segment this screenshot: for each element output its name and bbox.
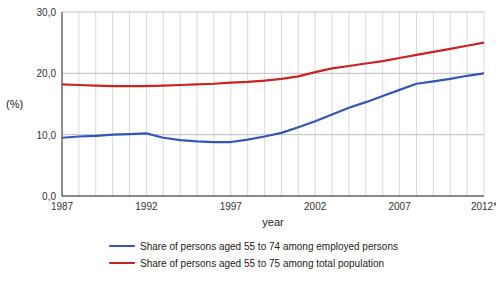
grid-line-x [146, 12, 147, 196]
x-tick-label: 2012* [471, 201, 496, 212]
grid-line-x [399, 12, 400, 196]
y-axis-label: (%) [6, 98, 23, 110]
x-tick-label: 1987 [51, 201, 74, 212]
grid-line-x [264, 12, 265, 196]
grid-line-x [484, 12, 485, 196]
grid-line-x [180, 12, 181, 196]
grid-line-x [332, 12, 333, 196]
grid-line-x [62, 12, 63, 196]
grid [62, 12, 484, 196]
grid-line-y [62, 12, 484, 13]
chart: 0,010,020,030,0198719921997200220072012*… [0, 0, 496, 301]
y-tick-label: 20,0 [37, 68, 57, 79]
grid-line-x [129, 12, 130, 196]
grid-line-x [416, 12, 417, 196]
grid-line-x [213, 12, 214, 196]
x-tick-label: 2007 [388, 201, 411, 212]
grid-line-x [382, 12, 383, 196]
grid-line-y [62, 196, 484, 197]
series-line [62, 73, 484, 142]
grid-line-x [365, 12, 366, 196]
x-tick-label: 1997 [220, 201, 243, 212]
lines [62, 43, 484, 142]
legend-swatch [110, 262, 134, 264]
grid-line-x [315, 12, 316, 196]
grid-line-x [112, 12, 113, 196]
x-axis-line [62, 196, 484, 197]
x-tick-label: 2002 [304, 201, 327, 212]
grid-line-x [298, 12, 299, 196]
grid-line-x [348, 12, 349, 196]
legend-label: Share of persons aged 55 to 75 among tot… [140, 258, 384, 269]
x-tick-label: 1992 [135, 201, 158, 212]
grid-line-x [433, 12, 434, 196]
series-line [62, 43, 484, 87]
legend-swatch [110, 245, 134, 247]
grid-line-x [247, 12, 248, 196]
y-tick-label: 10,0 [37, 130, 57, 141]
grid-line-x [281, 12, 282, 196]
y-axis-line [62, 12, 63, 196]
grid-line-x [163, 12, 164, 196]
x-axis-label: year [262, 216, 284, 228]
legend: Share of persons aged 55 to 74 among emp… [110, 241, 398, 269]
grid-line-x [78, 12, 79, 196]
grid-line-x [197, 12, 198, 196]
grid-line-x [95, 12, 96, 196]
grid-line-x [467, 12, 468, 196]
grid-line-x [450, 12, 451, 196]
grid-line-y [62, 73, 484, 74]
legend-label: Share of persons aged 55 to 74 among emp… [140, 241, 398, 252]
y-tick-label: 30,0 [37, 7, 57, 18]
grid-line-x [230, 12, 231, 196]
